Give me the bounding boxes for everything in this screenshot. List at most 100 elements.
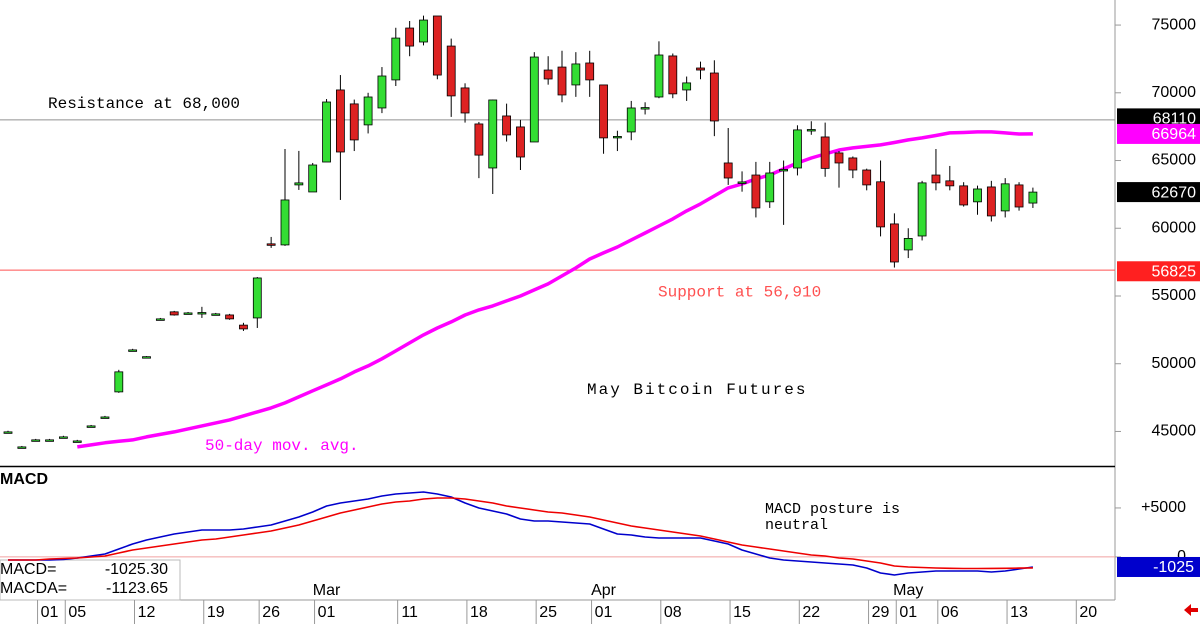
candle-body: [308, 164, 318, 193]
scroll-arrow[interactable]: [1184, 604, 1198, 616]
macd-title: MACD: [0, 471, 48, 488]
candle-body: [973, 188, 982, 203]
candle-body: [806, 129, 816, 132]
y-tick-label: 0: [1177, 548, 1186, 565]
x-tick-label: 20: [1079, 604, 1097, 621]
x-tick-label: 05: [68, 604, 86, 621]
candle-body: [1000, 183, 1010, 212]
x-tick-label: 22: [802, 604, 820, 621]
candle-body: [723, 162, 733, 179]
x-tick-label: 18: [470, 604, 488, 621]
candle-body: [709, 72, 719, 122]
price-box: [1117, 123, 1200, 144]
candle-body: [986, 186, 996, 217]
y-tick-label: 75000: [1152, 16, 1197, 33]
candle-body: [626, 107, 636, 133]
candle-body: [294, 182, 304, 186]
candle-body: [31, 439, 41, 442]
readout-value: -1123.65: [106, 580, 168, 597]
x-tick-label: 11: [401, 604, 418, 621]
x-tick-label: 01: [41, 604, 59, 621]
x-tick-label: 25: [539, 604, 557, 621]
candle-body: [446, 45, 456, 97]
candle-body: [890, 223, 899, 263]
candle-body: [474, 123, 484, 156]
y-tick-label: +5000: [1141, 499, 1186, 516]
x-tick-label: 12: [138, 604, 156, 621]
series-line: [77, 130, 1033, 449]
y-tick-label: 60000: [1152, 219, 1197, 236]
reference-label: Resistance at 68,000: [48, 95, 240, 113]
candle-body: [668, 55, 678, 95]
candle-body: [779, 169, 788, 172]
candle-body: [834, 152, 844, 164]
candle-body: [155, 318, 165, 321]
candle-body: [931, 174, 941, 184]
candle-body: [848, 157, 858, 171]
candle-body: [862, 169, 872, 186]
candle-body: [516, 126, 525, 158]
candle-body: [377, 75, 387, 109]
candle-body: [349, 103, 359, 141]
candle-body: [599, 84, 608, 139]
chart-title: May Bitcoin Futures: [587, 381, 807, 399]
candle-body: [280, 199, 290, 246]
x-tick-label: 01: [899, 604, 917, 621]
candle-body: [432, 15, 442, 76]
x-tick-label: 19: [207, 604, 225, 621]
candle-body: [585, 62, 595, 81]
candle-body: [557, 66, 567, 96]
candle-body: [405, 27, 415, 47]
x-tick-label: 01: [595, 604, 613, 621]
price-box: [1117, 261, 1200, 282]
candle-body: [820, 136, 830, 169]
candle-body: [72, 440, 82, 443]
x-tick-label: 13: [1010, 604, 1028, 621]
candle-body: [903, 238, 913, 251]
candle-body: [142, 356, 151, 359]
candle-body: [1014, 184, 1024, 208]
candle-body: [737, 181, 747, 184]
candle-body: [59, 436, 68, 439]
candle-body: [128, 349, 138, 352]
price-box-label: 68110: [1153, 111, 1196, 128]
candle-body: [793, 129, 802, 169]
price-box: [1117, 108, 1200, 129]
series-label: 50-day mov. avg.: [205, 437, 359, 455]
candle-body: [917, 182, 927, 237]
y-tick-label: 50000: [1152, 355, 1197, 372]
candle-body: [488, 99, 498, 169]
candle-body: [571, 63, 581, 86]
candle-body: [266, 243, 276, 246]
candle-body: [183, 312, 193, 315]
x-tick-label: 26: [262, 604, 280, 621]
x-tick-label: 15: [733, 604, 751, 621]
month-label: May: [893, 582, 923, 599]
candle-body: [876, 181, 885, 228]
candle-body: [1028, 191, 1038, 204]
candle-body: [945, 180, 955, 187]
axis-box: [1117, 556, 1200, 577]
month-label: Mar: [313, 582, 341, 599]
macd-annotation: MACD posture is neutral: [765, 501, 901, 534]
candle-body: [682, 82, 692, 91]
readout-box: [0, 559, 181, 601]
y-tick-label: 45000: [1152, 423, 1197, 440]
candle-body: [502, 115, 512, 136]
month-label: Apr: [591, 582, 617, 599]
axis-box-label: -1025: [1153, 559, 1194, 576]
candle-body: [460, 87, 470, 114]
x-tick-label: 01: [318, 604, 336, 621]
x-tick-label: 29: [872, 604, 890, 621]
candle-body: [765, 172, 775, 203]
candle-body: [197, 312, 207, 315]
readout-value: -1025.30: [105, 561, 168, 578]
candle-body: [751, 174, 761, 209]
candle-body: [239, 324, 248, 330]
candle-body: [17, 446, 27, 449]
series-line: [8, 497, 1033, 570]
candle-body: [613, 136, 622, 139]
candle-body: [322, 101, 331, 163]
